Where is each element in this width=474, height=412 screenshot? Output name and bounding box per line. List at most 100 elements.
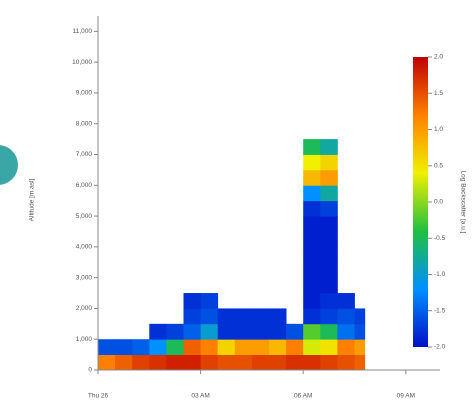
heat-cell	[320, 277, 338, 294]
y-tick-label: 10,000	[72, 59, 92, 66]
y-tick-label: 8,000	[76, 120, 93, 127]
heat-cell	[320, 246, 338, 263]
heat-cell	[303, 323, 321, 340]
colorbar-tick-label: -0.5	[434, 235, 446, 242]
heat-cell	[303, 169, 321, 186]
heat-cell	[303, 139, 321, 155]
heat-cell	[183, 308, 201, 325]
heat-cell	[320, 354, 338, 371]
heat-cell	[320, 308, 338, 325]
heat-cell	[320, 139, 338, 155]
heat-cell	[132, 354, 150, 371]
heat-cell	[320, 200, 338, 217]
heat-cell	[337, 323, 355, 340]
y-tick-label: 9,000	[76, 90, 93, 97]
x-tick-label: 06 AM	[294, 393, 312, 400]
heat-cell	[234, 339, 253, 356]
heat-cell	[320, 185, 338, 202]
heat-cell	[286, 354, 304, 371]
heat-cell	[303, 246, 321, 263]
heat-cell	[183, 354, 201, 371]
heat-cell	[320, 231, 338, 248]
heat-cell	[320, 339, 338, 356]
x-tick-label: 09 AM	[397, 393, 415, 400]
side-button[interactable]	[0, 145, 18, 185]
heat-cell	[200, 354, 219, 371]
colorbar-tick-label: -2.0	[434, 344, 446, 351]
heat-cell	[303, 231, 321, 248]
heat-cell	[269, 354, 287, 371]
heat-cell	[303, 293, 321, 309]
heat-cell	[337, 308, 355, 325]
heat-cell	[183, 293, 201, 309]
colorbar-label: Log Backscatter [a.u.]	[459, 171, 466, 234]
colorbar	[413, 57, 428, 347]
heat-cell	[115, 339, 133, 356]
heat-cell	[234, 323, 253, 340]
colorbar-tick-label: -1.5	[434, 307, 446, 314]
heat-cell	[354, 308, 366, 325]
heat-cell	[251, 339, 270, 356]
heat-cell	[200, 308, 219, 325]
heat-cell	[200, 339, 219, 356]
heat-cell	[234, 354, 253, 371]
heat-cell	[200, 323, 219, 340]
heat-cell	[303, 354, 321, 371]
heat-cell	[337, 354, 355, 371]
heat-cell	[354, 323, 366, 340]
y-tick-label: 6,000	[76, 182, 93, 189]
heat-cell	[337, 293, 355, 309]
heat-cell	[303, 262, 321, 279]
heat-cell	[217, 308, 236, 325]
heat-cell	[269, 308, 287, 325]
y-tick-label: 2,000	[76, 305, 93, 312]
heat-cell	[115, 354, 133, 371]
colorbar-tick-label: 1.0	[434, 126, 443, 133]
heat-cell	[286, 323, 304, 340]
heat-cell	[354, 339, 366, 356]
heat-cell	[269, 339, 287, 356]
heat-cell	[149, 354, 167, 371]
heat-cell	[320, 293, 338, 309]
colorbar-tick-label: 0.0	[434, 199, 443, 206]
heat-cell	[166, 354, 184, 371]
heat-cell	[320, 154, 338, 171]
heat-cell	[217, 323, 236, 340]
y-tick-label: 3,000	[76, 274, 93, 281]
heat-cell	[183, 323, 201, 340]
colorbar-tick-label: 2.0	[434, 54, 443, 61]
y-tick-label: 5,000	[76, 213, 93, 220]
heat-cell	[132, 339, 150, 356]
heat-cell	[149, 323, 167, 340]
heat-cell	[303, 216, 321, 232]
heat-cell	[200, 293, 219, 309]
heat-cell	[251, 308, 270, 325]
colorbar-tick-label: 0.5	[434, 162, 443, 169]
heat-cell	[303, 185, 321, 202]
heat-cell	[286, 339, 304, 356]
heat-cell	[303, 308, 321, 325]
heat-cell	[251, 323, 270, 340]
heat-cell	[303, 339, 321, 356]
heat-cell	[337, 339, 355, 356]
heat-cell	[149, 339, 167, 356]
heat-cell	[320, 323, 338, 340]
heat-cell	[183, 339, 201, 356]
x-tick-label: 03 AM	[191, 393, 209, 400]
y-tick-label: 0	[88, 367, 92, 374]
y-tick-label: 1,000	[76, 336, 93, 343]
heat-cell	[251, 354, 270, 371]
heat-cell	[166, 339, 184, 356]
y-axis-label: Altitude [m asl]	[29, 178, 36, 221]
y-tick-label: 11,000	[73, 28, 93, 35]
colorbar-tick-label: 1.5	[434, 90, 443, 97]
heat-cell	[303, 154, 321, 171]
heat-cell	[354, 354, 366, 371]
heat-cell	[234, 308, 253, 325]
heat-cell	[269, 323, 287, 340]
heat-cell	[303, 277, 321, 294]
heat-cell	[320, 216, 338, 232]
y-tick-label: 7,000	[76, 151, 93, 158]
heatmap	[98, 139, 366, 371]
